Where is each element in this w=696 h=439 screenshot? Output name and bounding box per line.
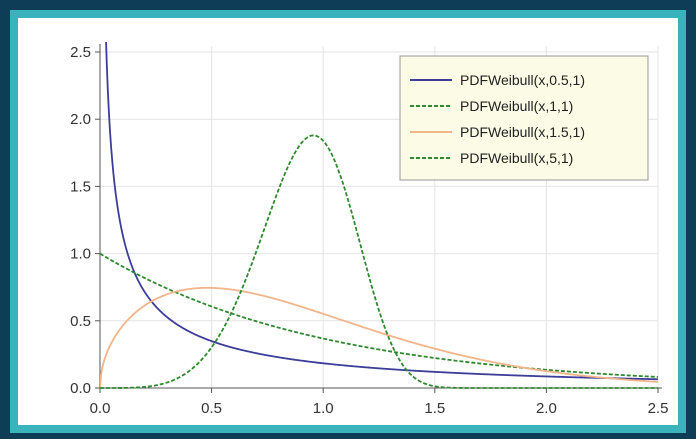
y-tick-label: 2.5 — [70, 44, 91, 61]
x-tick-label: 1.5 — [424, 400, 445, 417]
legend: PDFWeibull(x,0.5,1) PDFWeibull(x,1,1) PDFW… — [399, 55, 649, 181]
series-line-4 — [100, 134, 658, 389]
legend-box — [399, 55, 649, 181]
outer-frame: 0.0 0.5 1.0 1.5 2.0 2.5 0.0 0.5 1.0 1.5 2.0 2.5 PDF… — [10, 10, 686, 433]
y-tick-label: 0.5 — [70, 313, 91, 330]
x-tick-label: 1.0 — [313, 400, 334, 417]
y-tick-label: 0.0 — [70, 380, 91, 397]
legend-label: PDFWeibull(x,1,1) — [460, 98, 573, 114]
weibull-pdf-chart: 0.0 0.5 1.0 1.5 2.0 2.5 0.0 0.5 1.0 1.5 2.0 2.5 PDF… — [70, 42, 668, 417]
chart-panel: 0.0 0.5 1.0 1.5 2.0 2.5 0.0 0.5 1.0 1.5 2.0 2.5 PDF… — [18, 18, 678, 425]
series-line-3 — [100, 286, 659, 389]
y-tick-label: 1.0 — [70, 246, 91, 263]
series-line-2 — [100, 252, 659, 378]
x-tick-label: 0.5 — [201, 400, 222, 417]
legend-label: PDFWeibull(x,1.5,1) — [460, 124, 585, 140]
series-lines — [100, 42, 659, 389]
series-line-1 — [105, 42, 659, 381]
tick-labels: 0.0 0.5 1.0 1.5 2.0 2.5 0.0 0.5 1.0 1.5 2.0 2.5 — [70, 44, 668, 417]
y-tick-label: 2.0 — [70, 111, 91, 128]
x-tick-label: 0.0 — [90, 400, 111, 417]
legend-label: PDFWeibull(x,5,1) — [460, 150, 573, 166]
x-tick-label: 2.0 — [536, 400, 557, 417]
y-tick-label: 1.5 — [70, 178, 91, 195]
x-tick-label: 2.5 — [648, 400, 669, 417]
legend-label: PDFWeibull(x,0.5,1) — [460, 72, 585, 88]
